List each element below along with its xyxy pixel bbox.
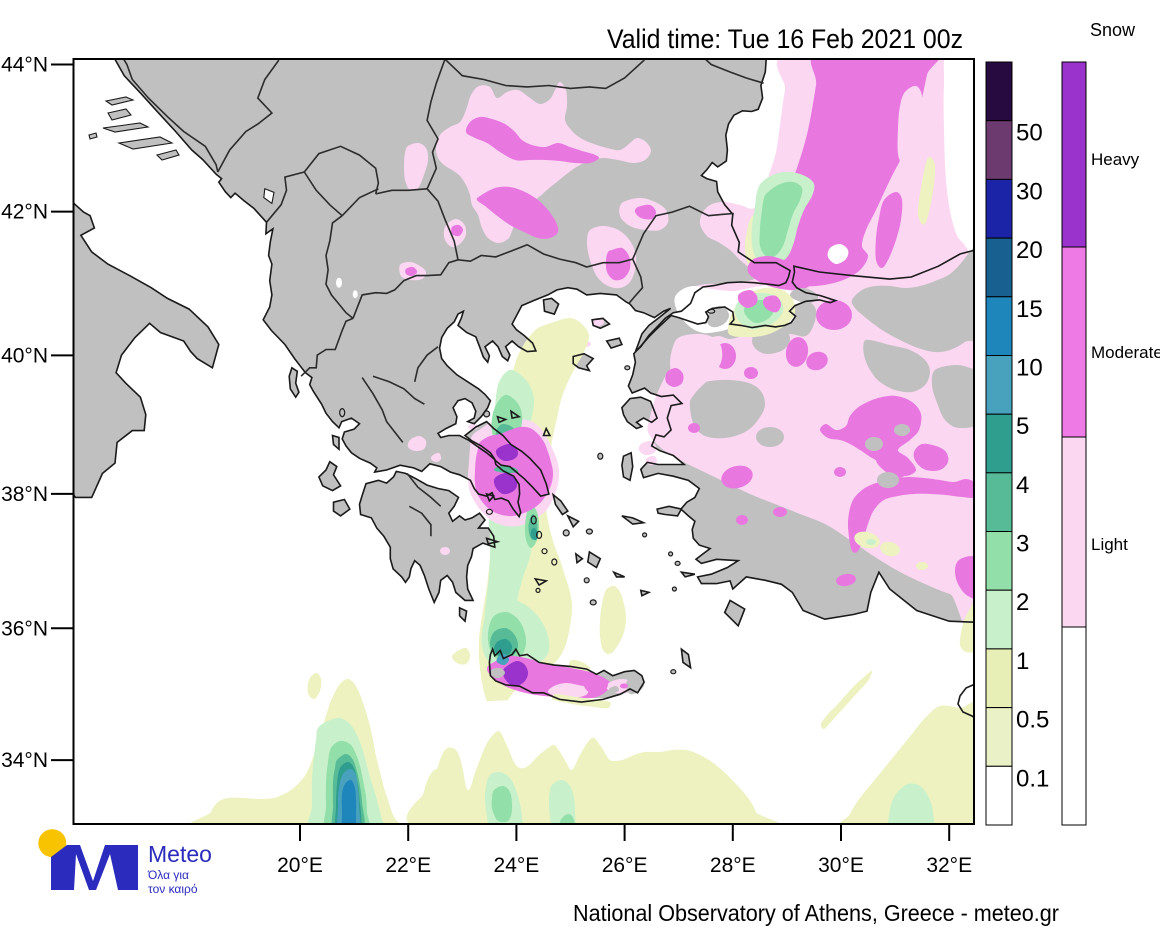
svg-text:0.1: 0.1 — [1016, 765, 1049, 792]
svg-text:0.5: 0.5 — [1016, 707, 1049, 734]
svg-text:Όλα για: Όλα για — [147, 868, 189, 882]
svg-text:30: 30 — [1016, 178, 1043, 205]
svg-text:Heavy: Heavy — [1091, 150, 1140, 169]
svg-text:30°E: 30°E — [818, 854, 864, 877]
svg-text:15: 15 — [1016, 296, 1043, 323]
svg-text:50: 50 — [1016, 120, 1043, 147]
svg-text:20: 20 — [1016, 237, 1043, 264]
svg-text:32°E: 32°E — [926, 854, 972, 877]
svg-text:38°N: 38°N — [1, 483, 48, 506]
svg-text:Moderate: Moderate — [1091, 343, 1160, 362]
svg-text:3: 3 — [1016, 531, 1029, 558]
svg-text:20°E: 20°E — [277, 854, 323, 877]
svg-text:National Observatory of Athens: National Observatory of Athens, Greece -… — [573, 900, 1059, 926]
svg-text:1: 1 — [1016, 648, 1029, 675]
svg-text:τον καιρό: τον καιρό — [148, 882, 198, 896]
svg-text:40°N: 40°N — [1, 344, 48, 367]
svg-text:Valid time: Tue 16 Feb 2021 00: Valid time: Tue 16 Feb 2021 00z — [607, 24, 963, 54]
svg-text:22°E: 22°E — [385, 854, 431, 877]
svg-text:2: 2 — [1016, 589, 1029, 616]
svg-text:44°N: 44°N — [1, 54, 48, 77]
svg-text:Light: Light — [1091, 535, 1128, 554]
svg-text:26°E: 26°E — [602, 854, 648, 877]
svg-text:Meteo: Meteo — [148, 841, 212, 867]
svg-text:36°N: 36°N — [1, 617, 48, 640]
svg-text:42°N: 42°N — [1, 201, 48, 224]
svg-text:4: 4 — [1016, 472, 1029, 499]
svg-text:Snow: Snow — [1090, 20, 1136, 40]
svg-text:10: 10 — [1016, 355, 1043, 382]
svg-text:5: 5 — [1016, 413, 1029, 440]
svg-text:28°E: 28°E — [710, 854, 756, 877]
svg-text:24°E: 24°E — [494, 854, 540, 877]
svg-text:34°N: 34°N — [1, 749, 48, 772]
